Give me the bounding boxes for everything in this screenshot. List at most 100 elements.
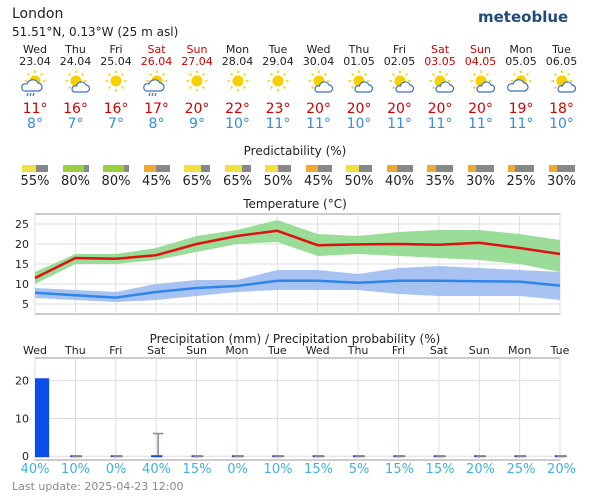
sun-cloud-icon [466, 70, 496, 96]
min-temperature: 11° [468, 116, 493, 132]
min-temperature: 10° [346, 116, 372, 132]
day-of-week: Wed [306, 43, 331, 56]
max-temperature: 20° [184, 101, 210, 117]
max-temperature: 20° [306, 101, 331, 117]
predictability-bar [305, 165, 332, 172]
day-of-week: Fri [109, 43, 123, 56]
min-temperature: 10° [549, 116, 574, 132]
max-temperature: 17° [144, 101, 169, 117]
precip-bar [151, 455, 163, 458]
day-date: 29.04 [262, 55, 294, 68]
x-tick-label: Wed [23, 344, 47, 357]
sun-cloud-icon [304, 70, 334, 96]
day-date: 25.04 [100, 55, 132, 68]
predictability-percent: 65% [182, 174, 212, 189]
min-temperature: 11° [387, 116, 412, 132]
max-temperature: 16° [103, 101, 129, 117]
day-of-week: Wed [23, 43, 47, 56]
brand-logo[interactable]: meteoblue [478, 8, 569, 26]
min-temperature: 10° [225, 116, 250, 132]
precip-probability: 20% [466, 462, 495, 477]
day-header: Mon 05.05 [501, 44, 541, 68]
precip-probability: 5% [348, 462, 370, 477]
x-tick-label: Sun [186, 344, 207, 357]
max-temperature: 20° [387, 101, 412, 117]
predictability-bar [548, 165, 575, 172]
y-tick-label: 5 [22, 298, 29, 311]
precip-probability: 10% [61, 462, 90, 477]
predictability-bar [224, 165, 251, 172]
day-of-week: Sun [470, 43, 491, 56]
sun-icon [263, 70, 293, 96]
day-of-week: Sat [147, 43, 166, 56]
precip-probability: 40% [20, 462, 50, 477]
max-temperature: 11° [22, 101, 48, 117]
sun-cloud-rain-icon [20, 70, 50, 97]
day-of-week: Fri [392, 43, 407, 56]
predictability-percent: 50% [263, 174, 293, 189]
min-temperature: 11° [508, 116, 534, 132]
coordinates: 51.51°N, 0.13°W (25 m asl) [12, 25, 179, 39]
predictability-percent: 35% [425, 174, 455, 189]
min-temperature: 7° [108, 116, 124, 132]
y-tick-label: 10 [15, 412, 29, 425]
x-tick-label: Sat [147, 344, 166, 357]
predictability-percent: 45% [304, 174, 333, 189]
day-header: Sat 03.05 [420, 44, 460, 68]
temperature-chart: 5 10 15 20 25 [15, 213, 561, 315]
day-header: Tue 06.05 [542, 44, 582, 68]
precip-probability: 0% [227, 462, 248, 477]
sun-icon [223, 70, 253, 96]
day-header: Mon 28.04 [218, 44, 258, 68]
min-temperature: 9° [189, 116, 205, 132]
y-tick-label: 20 [15, 375, 29, 388]
predictability-percent: 80% [61, 174, 90, 189]
day-of-week: Thu [65, 43, 86, 56]
max-temp-line [34, 229, 561, 280]
max-temperature: 20° [427, 101, 453, 117]
day-date: 28.04 [221, 55, 254, 68]
day-header: Fri 25.04 [96, 44, 136, 68]
day-header: Wed 30.04 [299, 44, 339, 68]
sun-cloud-rain-icon [142, 70, 172, 97]
x-tick-label: Fri [109, 344, 122, 357]
predictability-percent: 80% [101, 174, 131, 189]
predictability-percent: 30% [466, 174, 495, 189]
sun-cloud-icon [61, 70, 91, 96]
x-tick-label: Thu [64, 344, 86, 357]
x-tick-label: Sat [430, 344, 449, 357]
location-title: London [12, 6, 64, 22]
day-of-week: Mon [509, 43, 533, 56]
sun-cloud-icon [547, 70, 577, 96]
max-temperature: 18° [549, 101, 574, 117]
day-of-week: Tue [552, 43, 571, 56]
min-temp-band [35, 266, 560, 302]
max-temp-band [35, 220, 560, 284]
x-tick-label: Tue [550, 344, 570, 357]
predictability-percent: 55% [20, 174, 50, 189]
min-temperature: 8° [27, 116, 43, 132]
day-date: 27.04 [181, 55, 213, 68]
day-date: 04.05 [464, 55, 497, 68]
day-date: 01.05 [343, 55, 375, 68]
x-tick-label: Wed [306, 344, 330, 357]
precip-probability: 15% [385, 462, 414, 477]
day-header: Fri 02.05 [380, 44, 420, 68]
predictability-percent: 65% [223, 174, 252, 189]
day-date: 30.04 [302, 55, 335, 68]
precip-probability: 0% [105, 462, 127, 477]
day-header: Wed 23.04 [15, 44, 55, 68]
predictability-bar [103, 165, 129, 172]
day-date: 24.04 [59, 55, 92, 68]
precip-probability: 25% [506, 462, 536, 477]
day-of-week: Sat [430, 43, 450, 56]
last-update: Last update: 2025-04-23 12:00 [12, 480, 184, 493]
max-temperature: 22° [225, 101, 250, 117]
predictability-percent: 40% [385, 174, 414, 189]
precip-probability: 15% [304, 462, 333, 477]
precipitation-chart: Wed Thu Fri Sat Sun Mon Tue Wed Thu Fri Sat Sun Mon T… [15, 344, 570, 462]
temperature-title: Temperature (°C) [243, 197, 347, 211]
x-tick-label: Mon [508, 344, 531, 357]
sun-cloud-icon [425, 70, 455, 96]
y-tick-label: 0 [22, 450, 29, 462]
